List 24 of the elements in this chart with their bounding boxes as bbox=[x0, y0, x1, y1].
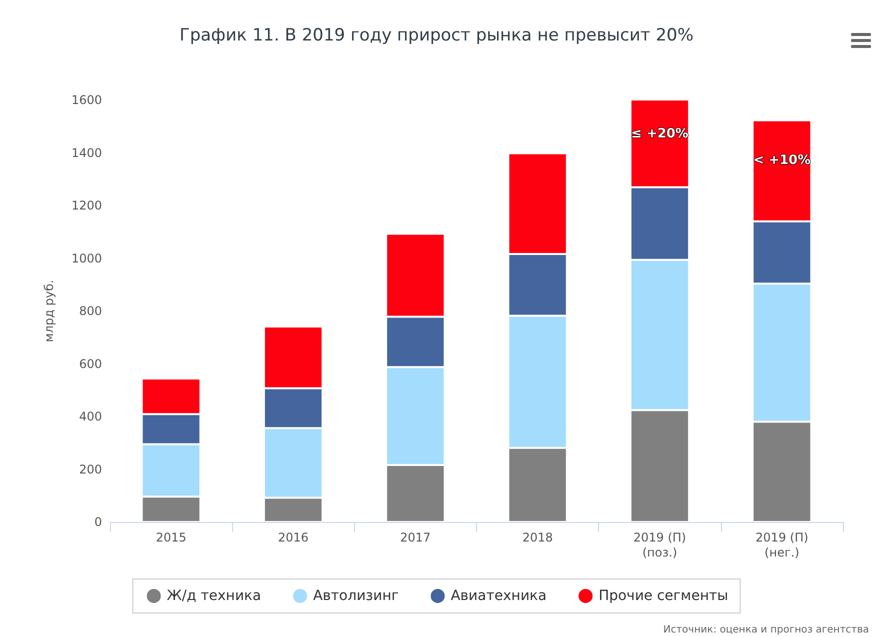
y-tick-label: 1200 bbox=[71, 198, 102, 212]
legend-label: Прочие сегменты bbox=[598, 588, 728, 604]
legend-label: Авиатехника bbox=[450, 588, 547, 604]
y-tick-label: 1000 bbox=[71, 251, 102, 266]
text: Источник: оценка и прогноз агентства bbox=[663, 624, 870, 636]
x-tick-label: 2017 bbox=[400, 530, 431, 544]
annotation: < +10% bbox=[753, 153, 811, 168]
legend-label: Автолизинг bbox=[313, 588, 399, 604]
y-tick-label: 1600 bbox=[71, 93, 102, 107]
x-tick-label: 2019 (П) (поз.) bbox=[633, 530, 686, 560]
y-tick-label: 1400 bbox=[71, 146, 102, 160]
y-tick-label: 0 bbox=[94, 515, 102, 529]
x-tick-label: 2018 bbox=[522, 530, 553, 544]
annotation: ≤ +20% bbox=[631, 126, 688, 142]
x-tick-label: 2016 bbox=[278, 530, 309, 544]
y-tick-label: 800 bbox=[79, 304, 102, 318]
y-tick-label: 600 bbox=[79, 356, 102, 371]
y-axis-title: млрд руб. bbox=[42, 280, 56, 342]
x-tick-label: 2015 bbox=[156, 530, 186, 544]
y-tick-label: 400 bbox=[79, 410, 102, 424]
legend-label: Ж/д техника bbox=[166, 588, 262, 604]
x-tick-label: 2019 (П) (нег.) bbox=[756, 530, 808, 560]
chart-title: График 11. В 2019 году прирост рынка не превысит 20% bbox=[179, 26, 694, 46]
y-tick-label: 200 bbox=[79, 462, 102, 476]
